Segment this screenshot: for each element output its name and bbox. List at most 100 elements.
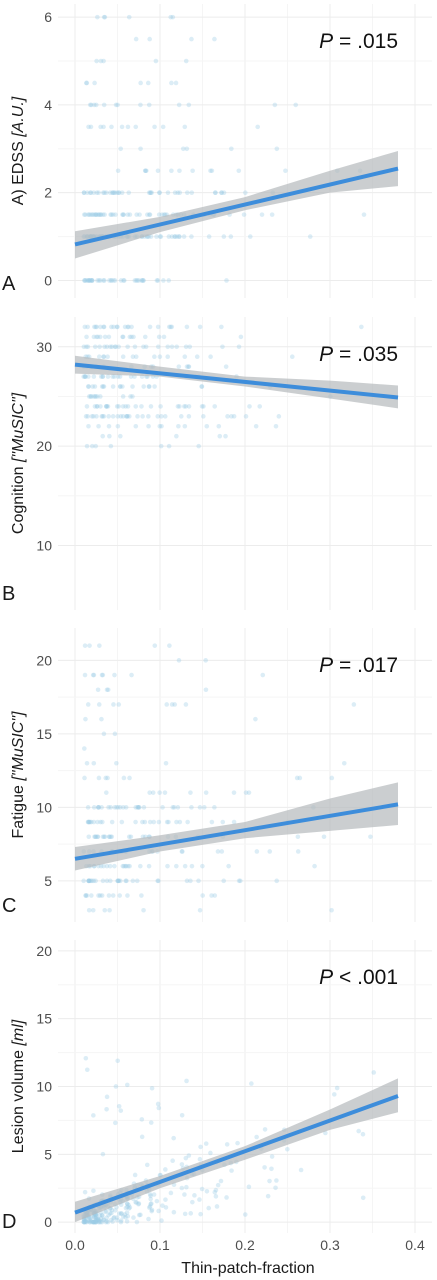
data-point <box>100 374 105 379</box>
data-point <box>90 212 96 217</box>
data-point <box>125 1204 130 1210</box>
data-point <box>170 1158 175 1163</box>
data-point <box>96 1218 102 1224</box>
data-point <box>109 834 115 840</box>
data-point <box>96 278 102 283</box>
data-point <box>269 1166 274 1172</box>
data-point <box>98 212 104 217</box>
data-point <box>93 834 99 840</box>
data-point <box>129 334 134 340</box>
data-point <box>130 354 136 360</box>
data-point <box>85 344 91 350</box>
data-point <box>94 334 99 340</box>
data-point <box>91 1219 96 1225</box>
y-axis-title-unit: [A.U.] <box>10 96 27 138</box>
data-point <box>125 414 130 419</box>
data-point <box>199 404 205 409</box>
data-point <box>104 1215 109 1221</box>
data-point <box>142 168 148 174</box>
data-point <box>114 1215 120 1220</box>
data-point <box>260 672 266 678</box>
data-point <box>101 102 107 108</box>
data-point <box>167 643 172 648</box>
data-point <box>125 1201 130 1206</box>
data-point <box>83 212 88 217</box>
data-point <box>114 805 119 810</box>
data-point <box>115 805 121 810</box>
data-point <box>95 278 100 283</box>
data-point <box>186 102 192 108</box>
data-point <box>170 805 176 810</box>
data-point <box>93 834 98 840</box>
data-point <box>133 404 139 409</box>
data-point <box>86 834 92 840</box>
data-point <box>121 863 127 869</box>
data-point <box>118 414 124 419</box>
data-point <box>85 384 91 389</box>
data-point <box>88 190 94 195</box>
data-point <box>274 1178 279 1183</box>
data-point <box>104 404 109 409</box>
data-point <box>112 190 118 195</box>
data-point <box>186 364 191 369</box>
data-point <box>133 354 139 360</box>
data-point <box>130 384 135 389</box>
data-point <box>83 1055 89 1061</box>
data-point <box>81 190 87 195</box>
data-point <box>126 190 132 195</box>
data-point <box>118 878 123 884</box>
y-tick-label: 15 <box>36 1011 52 1027</box>
data-point <box>120 394 126 399</box>
data-point <box>177 234 182 239</box>
data-point <box>166 234 172 239</box>
data-point <box>186 404 192 409</box>
data-point <box>93 1215 98 1221</box>
data-point <box>148 190 153 195</box>
data-point <box>215 1182 221 1188</box>
data-point <box>85 819 91 825</box>
data-point <box>140 278 145 283</box>
data-point <box>262 1127 268 1132</box>
data-point <box>92 404 98 409</box>
data-point <box>132 1172 138 1178</box>
data-point <box>143 344 149 350</box>
data-point <box>88 278 93 283</box>
data-point <box>273 1185 278 1191</box>
data-point <box>146 423 151 429</box>
data-point <box>112 672 117 678</box>
data-point <box>162 414 168 419</box>
data-point <box>184 878 190 884</box>
data-point <box>84 80 90 86</box>
data-point <box>182 124 188 130</box>
data-point <box>112 278 118 283</box>
data-point <box>86 878 92 884</box>
data-point <box>229 1168 234 1173</box>
data-point <box>107 863 113 869</box>
data-point <box>135 414 140 419</box>
data-point <box>97 1219 102 1225</box>
y-tick-label: 20 <box>36 943 52 959</box>
data-point <box>177 168 182 174</box>
data-point <box>86 278 92 283</box>
data-point <box>81 1219 87 1225</box>
data-point <box>104 863 110 869</box>
data-point <box>156 878 161 884</box>
data-point <box>92 80 97 86</box>
data-point <box>82 1218 88 1224</box>
data-point <box>93 212 99 217</box>
data-point <box>89 1219 95 1225</box>
data-point <box>89 278 95 283</box>
data-point <box>138 863 143 869</box>
data-point <box>113 344 119 350</box>
data-point <box>94 414 99 419</box>
data-point <box>86 878 92 884</box>
data-point <box>127 1205 133 1210</box>
data-point <box>163 760 169 766</box>
data-point <box>86 278 92 283</box>
data-point <box>138 102 143 108</box>
data-point <box>106 423 112 429</box>
data-point <box>145 212 150 217</box>
data-point <box>107 190 113 195</box>
data-point <box>110 893 116 898</box>
data-point <box>96 893 101 898</box>
